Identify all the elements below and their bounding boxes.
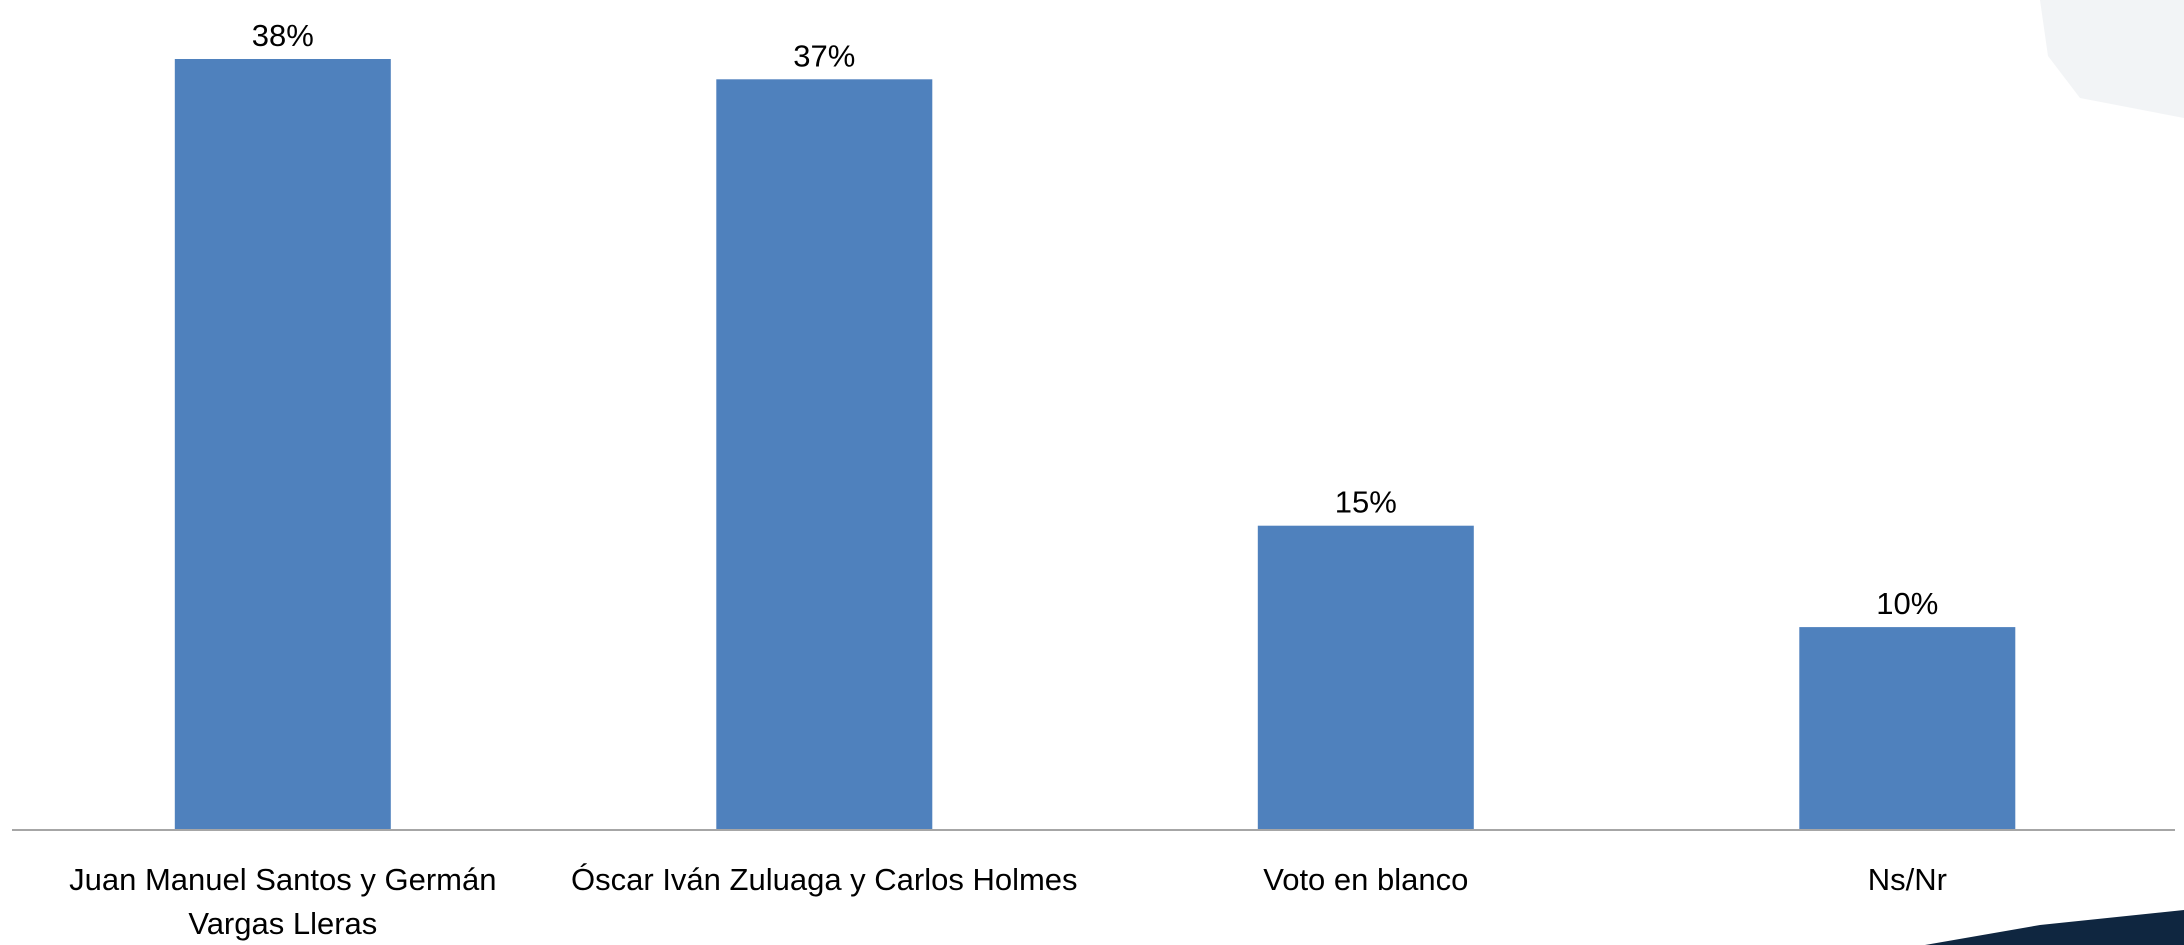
data-label-1: 38% — [252, 18, 314, 53]
category-label-3: Voto en blanco — [1263, 862, 1468, 897]
category-label-4: Ns/Nr — [1868, 862, 1947, 897]
bars-layer — [174, 59, 2016, 831]
category-label-2: Óscar Iván Zuluaga y Carlos Holmes — [571, 862, 1078, 897]
data-label-4: 10% — [1876, 586, 1938, 621]
bar-1 — [174, 59, 391, 830]
bar-2 — [716, 79, 933, 831]
bar-3 — [1257, 525, 1474, 830]
data-label-2: 37% — [793, 38, 855, 73]
corner-gradient-top-right — [2040, 0, 2184, 118]
category-label-1-line-1: Juan Manuel Santos y Germán — [69, 862, 496, 897]
slide-decoration — [1925, 0, 2184, 945]
category-label-1-line-2: Vargas Lleras — [188, 906, 377, 941]
labels-layer: 38% Juan Manuel Santos y Germán Vargas Lle… — [69, 18, 1947, 941]
bar-4 — [1799, 627, 2016, 830]
corner-wedge-bottom-right — [1925, 910, 2184, 945]
data-label-3: 15% — [1335, 485, 1397, 520]
